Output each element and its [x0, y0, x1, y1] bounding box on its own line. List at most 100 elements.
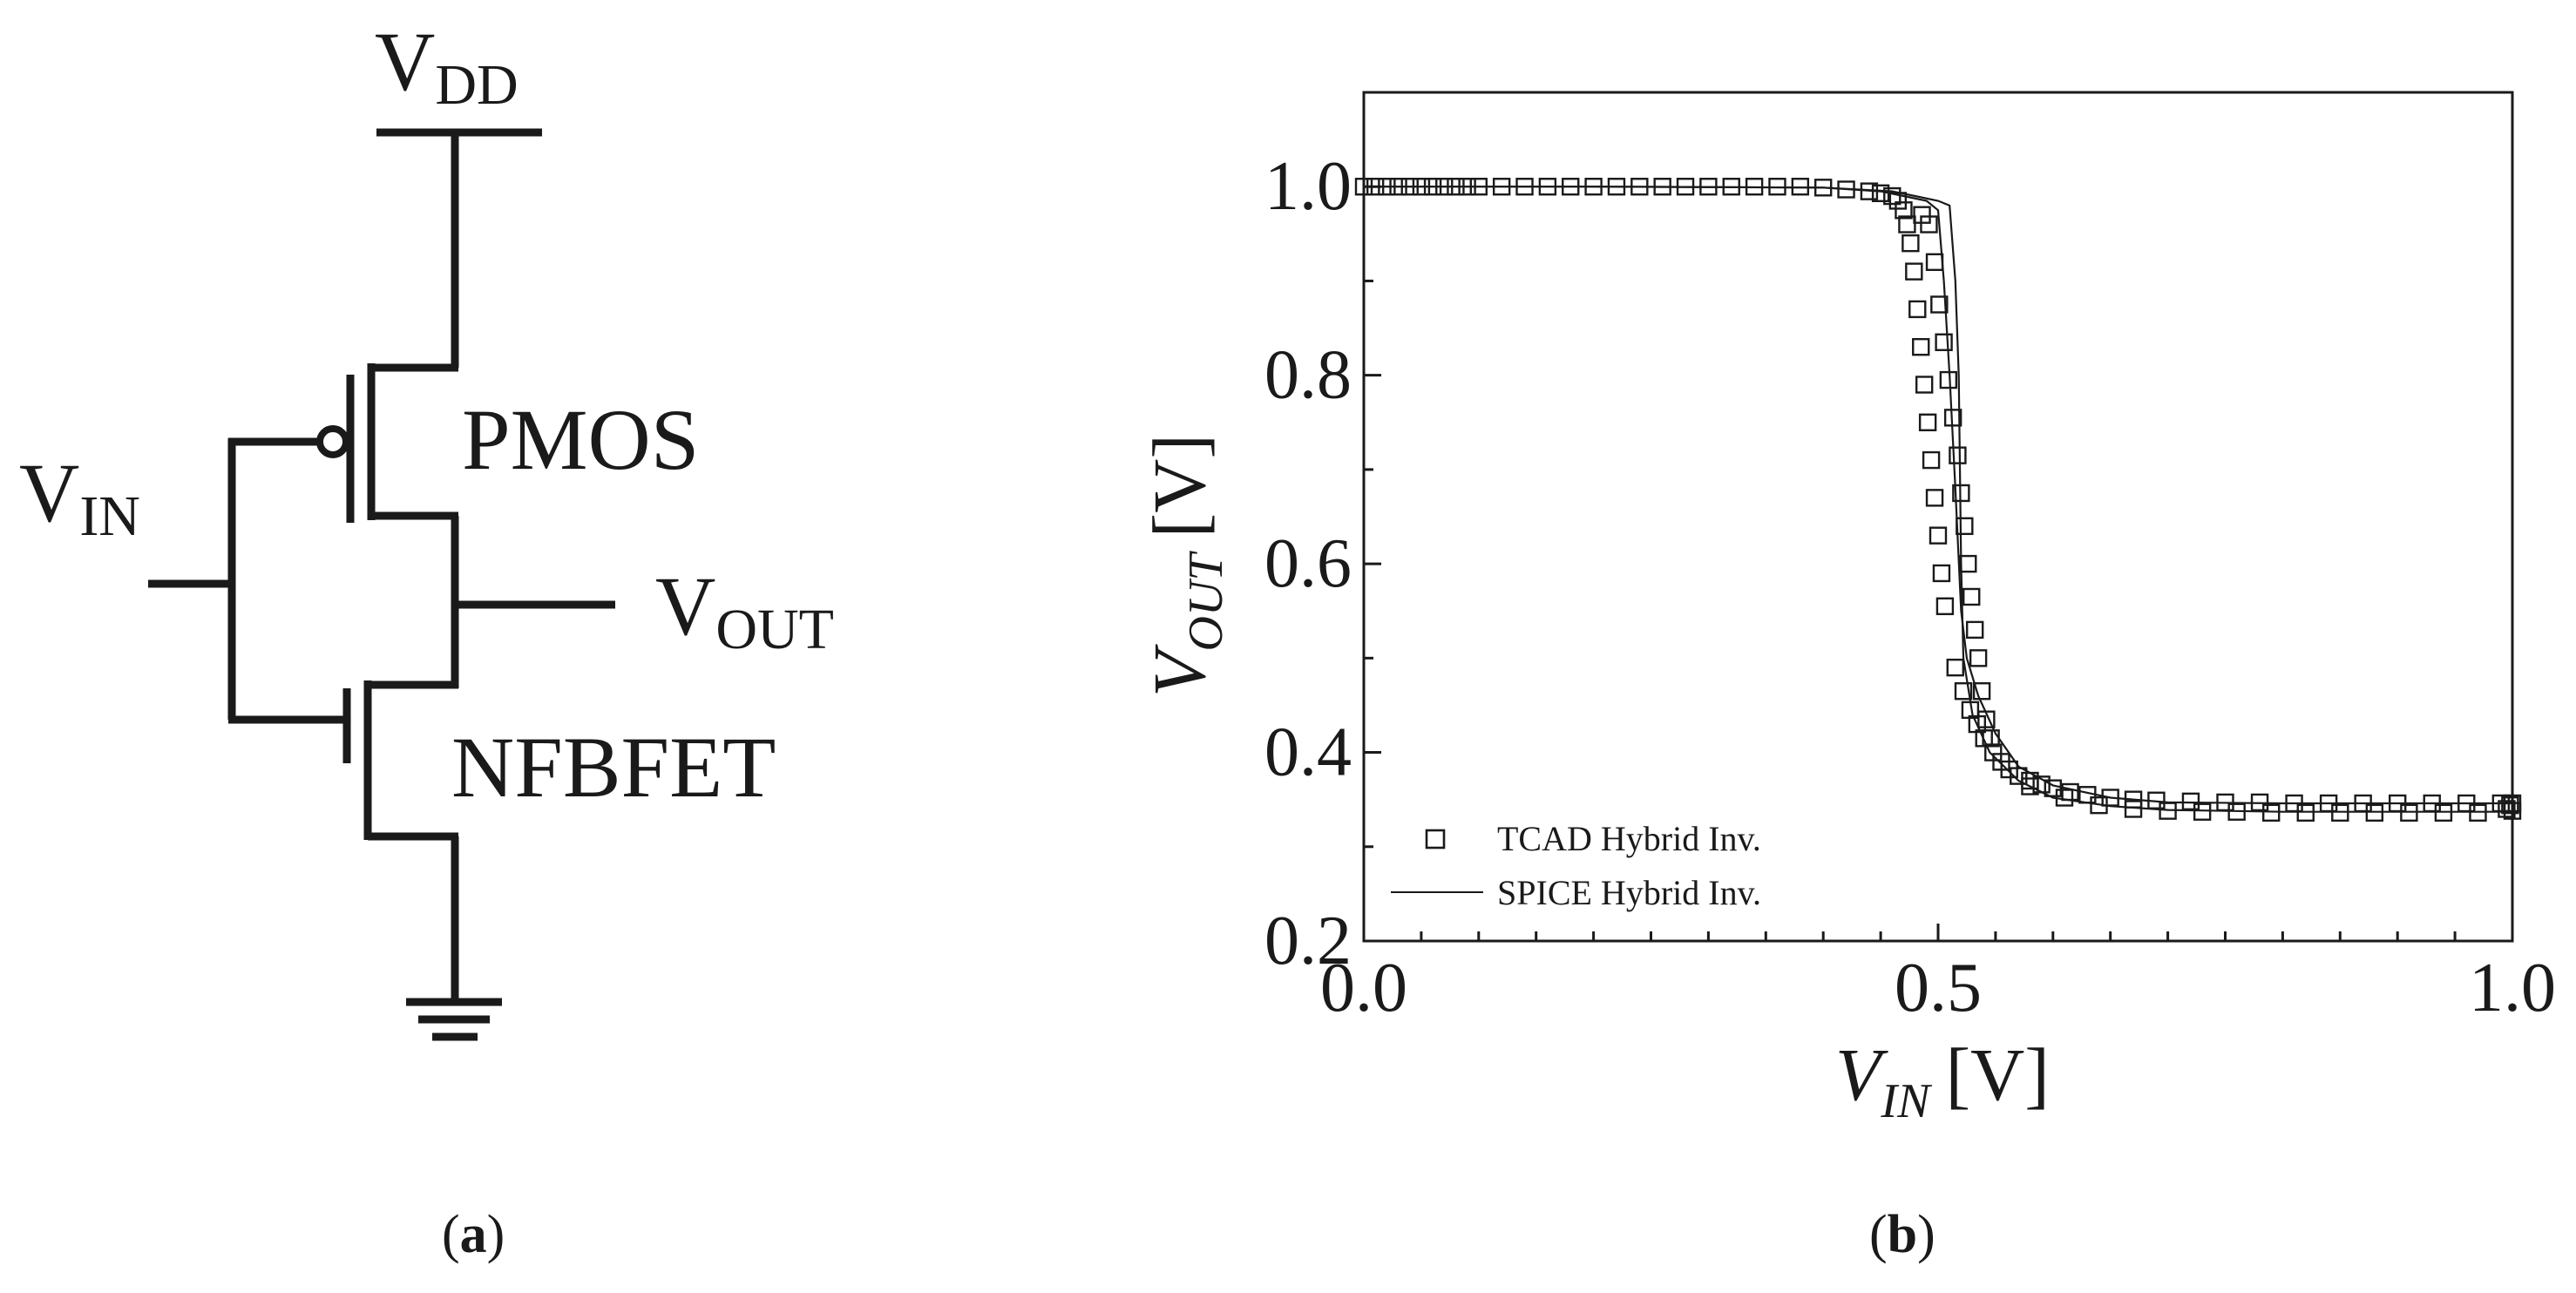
tcad-point — [2296, 803, 2315, 823]
y-tick-label: 0.8 — [1264, 337, 1352, 414]
y-axis-title: VOUT [V] — [1137, 434, 1233, 697]
tcad-point — [1871, 184, 1890, 202]
tcad-point — [1400, 178, 1419, 196]
tcad-point — [2365, 803, 2384, 823]
tcad-point — [2181, 792, 2200, 811]
x-axis-title-main: V — [1835, 1032, 1888, 1116]
tcad-point — [1975, 729, 1993, 748]
y-axis-title-main: V — [1137, 644, 1221, 697]
tcad-point — [1630, 178, 1649, 196]
tcad-point — [1905, 262, 1923, 281]
tcad-point — [2055, 789, 2074, 807]
tcad-point — [2090, 795, 2108, 815]
legend: TCAD Hybrid Inv. SPICE Hybrid Inv. — [1391, 819, 1761, 912]
tcad-point — [2159, 802, 2177, 820]
tcad-point — [1925, 489, 1944, 507]
tcad-point — [1860, 182, 1879, 200]
tcad-point — [2061, 782, 2079, 802]
tcad-point — [1607, 178, 1626, 196]
x-axis-title: VIN [V] — [1835, 1032, 2050, 1128]
tcad-point — [1915, 376, 1934, 394]
tcad-point — [1898, 215, 1916, 234]
tcad-point — [2010, 767, 2028, 785]
vout-label-sub: OUT — [715, 598, 834, 661]
tcad-point — [1935, 333, 1953, 351]
tcad-point — [1939, 370, 1958, 389]
y-tick-label: 0.2 — [1264, 903, 1352, 979]
tcad-point — [2501, 795, 2519, 815]
y-tick-label: 1.0 — [1264, 148, 1352, 225]
legend-tcad-label: TCAD Hybrid Inv. — [1497, 819, 1761, 858]
tcad-point — [2457, 794, 2476, 813]
panel-a-open: ( — [442, 1205, 460, 1264]
tcad-point — [1963, 587, 1981, 606]
tcad-point — [1813, 179, 1833, 197]
tcad-point — [1918, 413, 1937, 431]
x-tick-label: 0.0 — [1320, 950, 1407, 1026]
tcad-point — [1888, 192, 1908, 210]
transfer-curve-chart: 0.0 0.5 1.00.20.40.60.81.0 VIN [V] VOUT[V] … — [1137, 91, 2556, 1128]
tcad-point — [1946, 658, 1964, 677]
panel-b-letter: b — [1887, 1205, 1918, 1264]
data-series — [1354, 178, 2522, 823]
tcad-point — [1699, 178, 1718, 196]
tcad-point — [1908, 300, 1927, 319]
tcad-point — [2354, 794, 2372, 813]
tcad-point — [2331, 803, 2349, 823]
panel-label-a: (a) — [442, 1204, 505, 1266]
inverter-circuit-diagram — [148, 128, 615, 1041]
tcad-point — [1653, 178, 1671, 196]
vout-label-main: V — [655, 559, 715, 653]
vdd-label-sub: DD — [435, 53, 518, 117]
tcad-point — [1969, 649, 1988, 667]
panel-a-letter: a — [459, 1205, 487, 1264]
legend-spice-label: SPICE Hybrid Inv. — [1497, 873, 1761, 912]
spice-curve — [1364, 186, 2512, 805]
tcad-point — [1676, 178, 1695, 196]
tcad-point — [1791, 178, 1810, 196]
tcad-point — [2216, 793, 2234, 812]
tcad-point — [1447, 178, 1465, 196]
tcad-point — [1959, 554, 1977, 573]
tcad-point — [1883, 186, 1901, 206]
panel-b-open: ( — [1869, 1205, 1888, 1264]
tcad-point — [1458, 178, 1476, 196]
tcad-point — [1837, 180, 1855, 199]
tcad-point — [1895, 201, 1913, 220]
tcad-point — [1538, 178, 1557, 196]
tcad-point — [2227, 802, 2246, 821]
tick-labels: 0.0 0.5 1.0 0.2 0.4 0.6 0.8 1.0 — [1264, 148, 2556, 1026]
tcad-point — [1469, 178, 1488, 196]
tcad-point — [2044, 779, 2063, 797]
tcad-point — [1901, 234, 1920, 253]
nfbfet-label: NFBFET — [451, 719, 776, 816]
tcad-point — [1584, 178, 1603, 196]
tcad-point — [1977, 710, 1996, 728]
tcad-point — [1354, 178, 1373, 196]
tcad-point — [1930, 295, 1949, 314]
tcad-point — [2147, 791, 2166, 809]
tcad-point — [2434, 803, 2453, 823]
vdd-label: VDD — [375, 15, 519, 117]
tcad-point — [2498, 800, 2516, 818]
tcad-point — [2193, 802, 2212, 821]
tcad-point — [2469, 803, 2487, 823]
tcad-point — [2124, 800, 2143, 818]
vin-label: VIN — [19, 446, 140, 548]
tcad-point — [2078, 786, 2097, 804]
tcad-point — [1943, 409, 1963, 427]
tcad-point — [1949, 446, 1967, 464]
tcad-point — [1935, 597, 1955, 616]
x-axis-title-unit: [V] — [1946, 1032, 2050, 1116]
tcad-point — [1722, 178, 1740, 196]
x-axis-title-sub: IN — [1881, 1074, 1933, 1128]
tcad-point — [2000, 760, 2018, 779]
tcad-point — [1922, 450, 1941, 470]
vin-label-sub: IN — [79, 484, 140, 548]
y-axis-title-sub: OUT — [1179, 551, 1233, 652]
tcad-point — [1768, 178, 1786, 196]
y-tick-label: 0.6 — [1264, 525, 1352, 602]
tcad-point — [1932, 564, 1951, 583]
tcad-point — [2021, 777, 2039, 795]
